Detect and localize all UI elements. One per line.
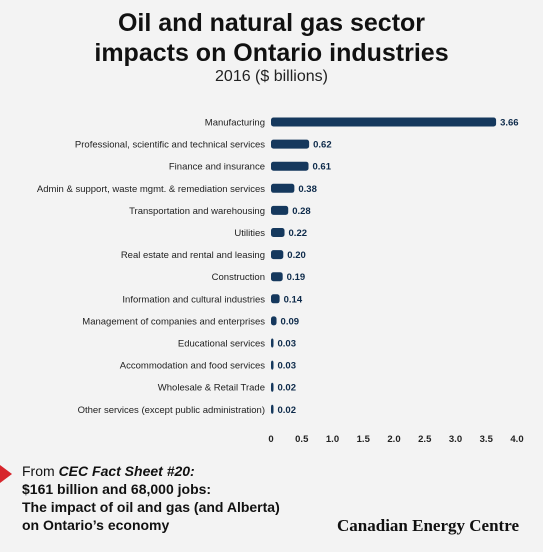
category-label: Real estate and rental and leasing [121,250,265,261]
value-label: 0.03 [278,339,297,350]
source-lead: From [22,463,59,479]
source-title-line-1: $161 billion and 68,000 jobs: [22,481,212,497]
x-tick-label: 3.5 [480,434,494,445]
value-label: 3.66 [500,118,518,129]
value-label: 0.19 [287,272,306,283]
category-label: Wholesale & Retail Trade [158,383,265,394]
category-label: Manufacturing [205,118,265,129]
category-label: Other services (except public administra… [78,405,265,416]
category-label: Admin & support, waste mgmt. & remediati… [37,184,265,195]
bar [271,205,289,215]
value-label: 0.22 [289,228,308,239]
bar-chart: Manufacturing 3.66 Professional, scientifi… [37,117,524,445]
bar [271,382,274,392]
bar [271,360,274,370]
value-label: 0.20 [287,250,306,261]
source-reference: CEC Fact Sheet #20: [58,463,195,479]
value-label: 0.14 [284,294,303,305]
bar [271,316,277,326]
x-tick-label: 2.0 [387,434,400,445]
bar [271,294,280,304]
category-label: Information and cultural industries [122,294,265,305]
brand-logo: Canadian Energy Centre [337,516,519,535]
x-tick-label: 1.5 [357,434,371,445]
bar [271,117,497,127]
bar [271,183,295,193]
x-tick-label: 0 [268,434,273,445]
value-label: 0.61 [313,162,332,173]
category-label: Accommodation and food services [120,361,265,372]
source-title-line-3: on Ontario’s economy [22,517,170,533]
red-arrow-icon [0,465,12,483]
value-label: 0.02 [278,383,297,394]
x-tick-label: 1.0 [326,434,339,445]
bar [271,250,284,260]
bar [271,161,309,171]
bar [271,139,310,149]
category-label: Educational services [178,339,265,350]
bar [271,228,285,237]
value-label: 0.28 [292,206,311,217]
value-label: 0.62 [313,140,332,151]
x-tick-label: 3.0 [449,434,462,445]
chart-subtitle: 2016 ($ billions) [215,68,328,85]
category-label: Transportation and warehousing [129,206,265,217]
category-label: Construction [212,272,265,283]
category-label: Professional, scientific and technical s… [75,140,265,151]
value-label: 0.03 [278,361,297,372]
value-label: 0.02 [278,405,297,416]
source-title-line-2: The impact of oil and gas (and Alberta) [22,499,280,515]
x-tick-label: 0.5 [295,434,309,445]
x-tick-label: 2.5 [418,434,432,445]
chart-title-line-2: impacts on Ontario industries [94,39,449,67]
category-label: Finance and insurance [169,162,265,173]
category-label: Management of companies and enterprises [82,316,265,327]
source-note: From CEC Fact Sheet #20: $161 billion an… [22,462,280,534]
x-tick-label: 4.0 [510,434,523,445]
bar [271,404,274,414]
category-label: Utilities [234,228,265,239]
bar [271,272,283,282]
bar [271,338,274,348]
chart-title-line-1: Oil and natural gas sector [117,9,426,37]
value-label: 0.09 [281,316,300,327]
value-label: 0.38 [298,184,317,195]
